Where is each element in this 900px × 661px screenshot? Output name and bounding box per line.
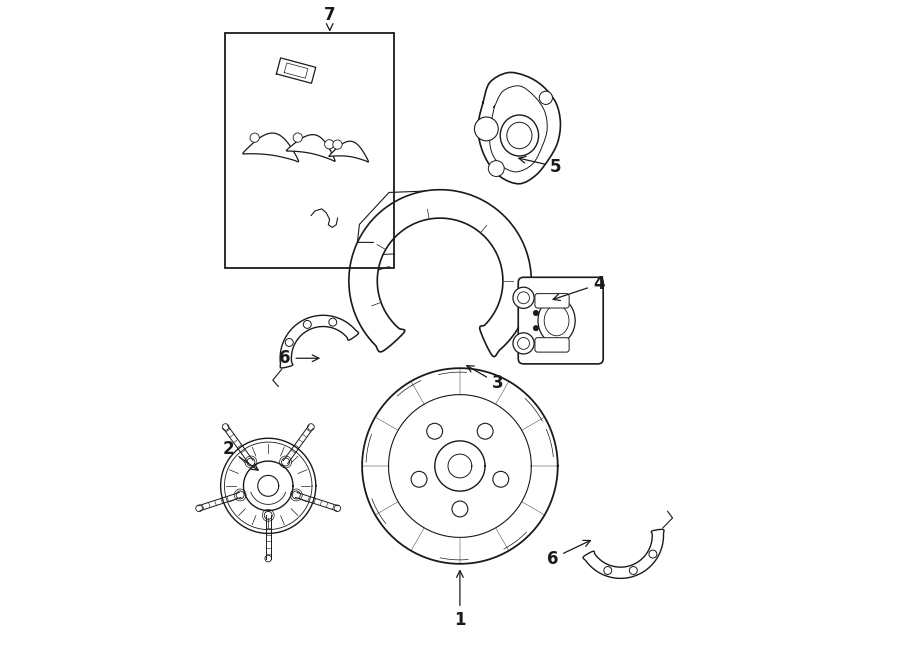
Circle shape (513, 287, 534, 309)
Circle shape (474, 117, 499, 141)
Circle shape (247, 458, 255, 466)
Circle shape (513, 332, 534, 354)
Text: 6: 6 (546, 540, 590, 568)
Text: 3: 3 (467, 366, 503, 393)
PathPatch shape (329, 141, 368, 162)
Circle shape (518, 337, 529, 349)
PathPatch shape (583, 529, 664, 578)
Text: 6: 6 (279, 349, 319, 368)
PathPatch shape (478, 73, 561, 184)
Circle shape (303, 321, 311, 329)
Ellipse shape (538, 297, 575, 344)
Circle shape (489, 161, 504, 176)
Circle shape (534, 311, 538, 316)
Text: 4: 4 (554, 275, 605, 301)
Circle shape (539, 91, 553, 104)
FancyBboxPatch shape (535, 293, 569, 308)
Text: 5: 5 (519, 157, 562, 176)
Circle shape (518, 292, 529, 304)
Ellipse shape (507, 122, 532, 149)
PathPatch shape (286, 135, 335, 161)
Circle shape (293, 133, 302, 142)
Circle shape (328, 318, 337, 326)
Circle shape (236, 491, 244, 499)
PathPatch shape (349, 190, 531, 356)
Circle shape (282, 458, 290, 466)
Circle shape (250, 133, 259, 142)
Text: 7: 7 (324, 5, 336, 30)
Bar (225, 33, 394, 268)
Text: 1: 1 (454, 570, 465, 629)
Circle shape (333, 140, 342, 149)
Circle shape (325, 139, 334, 149)
Text: 2: 2 (223, 440, 258, 470)
Circle shape (534, 325, 538, 330)
Circle shape (285, 338, 293, 346)
Ellipse shape (544, 305, 569, 336)
Ellipse shape (500, 115, 538, 156)
PathPatch shape (280, 315, 358, 368)
FancyBboxPatch shape (518, 278, 603, 364)
Circle shape (649, 550, 657, 558)
Circle shape (265, 512, 272, 520)
FancyBboxPatch shape (535, 338, 569, 352)
PathPatch shape (243, 133, 299, 162)
Circle shape (292, 491, 301, 499)
Circle shape (604, 566, 612, 574)
Circle shape (629, 566, 637, 574)
